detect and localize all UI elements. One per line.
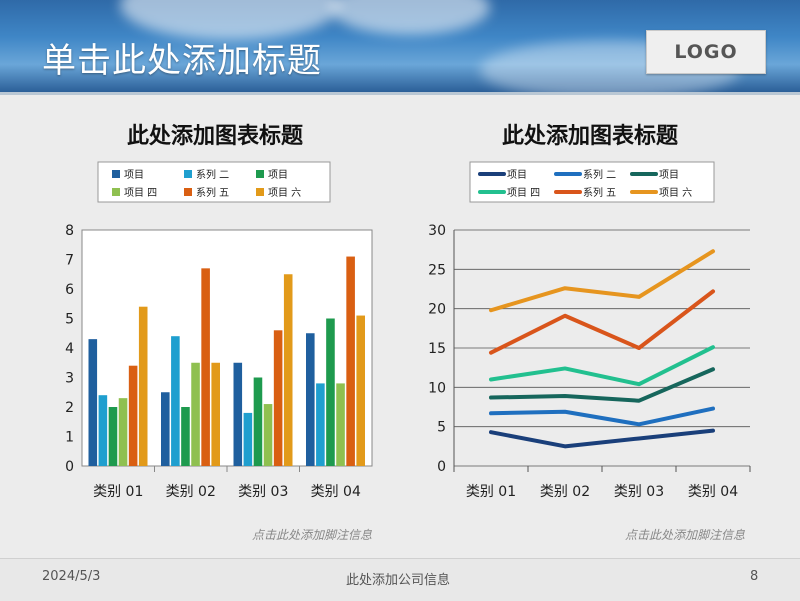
bar[interactable] — [138, 306, 148, 466]
bar-legend-swatch — [112, 188, 120, 196]
line-chart-footnote[interactable]: 点击此处添加脚注信息 — [625, 528, 746, 542]
bar-legend-swatch — [112, 170, 120, 178]
bar-legend-swatch — [184, 170, 192, 178]
bar[interactable] — [118, 398, 128, 466]
line-ytick-label: 5 — [437, 420, 446, 436]
bar-legend-swatch — [256, 170, 264, 178]
bar[interactable] — [201, 268, 210, 466]
bar-legend-label[interactable]: 项目 四 — [124, 187, 157, 199]
footer-date[interactable]: 2024/5/3 — [42, 569, 101, 584]
bar[interactable] — [336, 383, 345, 466]
logo-text: LOGO — [674, 41, 738, 63]
bar[interactable] — [253, 377, 263, 467]
line-legend-label[interactable]: 系列 五 — [583, 186, 616, 199]
line-ytick-label: 10 — [428, 380, 446, 396]
bar[interactable] — [98, 395, 108, 466]
line-series[interactable] — [489, 406, 715, 427]
bar-legend-label[interactable]: 项目 — [268, 169, 288, 181]
line-legend-label[interactable]: 项目 六 — [659, 187, 692, 199]
bar-legend-label[interactable]: 项目 — [124, 169, 144, 181]
cloud-decoration — [330, 0, 490, 35]
line-chart-title[interactable]: 此处添加图表标题 — [501, 124, 678, 149]
bar-xtick-label: 类别 04 — [311, 484, 361, 500]
bar[interactable] — [128, 365, 138, 466]
bar[interactable] — [88, 339, 98, 466]
page-number: 8 — [750, 569, 759, 584]
bar-ytick-label: 1 — [65, 430, 74, 446]
bar[interactable] — [171, 336, 180, 466]
bar-legend-label[interactable]: 项目 六 — [268, 187, 301, 199]
slide-footer: 2024/5/3 此处添加公司信息 8 — [0, 558, 800, 601]
bar[interactable] — [316, 383, 325, 466]
bar[interactable] — [161, 392, 170, 466]
bar-chart-footnote[interactable]: 点击此处添加脚注信息 — [252, 528, 373, 542]
footer-company[interactable]: 此处添加公司信息 — [346, 573, 451, 588]
bar-ytick-label: 0 — [65, 459, 74, 475]
header-divider — [0, 92, 800, 95]
line-legend-box — [469, 161, 715, 203]
bar[interactable] — [273, 330, 283, 466]
line-legend-label[interactable]: 项目 四 — [507, 187, 540, 199]
bar-xtick-label: 类别 02 — [166, 484, 216, 500]
bar-legend-swatch — [184, 188, 192, 196]
bar-ytick-label: 2 — [65, 400, 74, 416]
bar-chart-title[interactable]: 此处添加图表标题 — [126, 124, 303, 149]
line-legend-label[interactable]: 系列 二 — [583, 168, 616, 181]
logo-placeholder[interactable]: LOGO — [646, 30, 766, 74]
bar[interactable] — [243, 412, 253, 466]
bar[interactable] — [191, 362, 200, 466]
line-ytick-label: 15 — [428, 341, 446, 357]
bar-legend-box — [97, 161, 331, 203]
bar-legend-label[interactable]: 系列 五 — [196, 186, 229, 199]
bar-ytick-label: 3 — [65, 371, 74, 387]
line-xtick-label: 类别 03 — [614, 484, 664, 500]
bar[interactable] — [346, 256, 355, 466]
bar[interactable] — [283, 274, 293, 466]
bar-ytick-label: 8 — [65, 223, 74, 239]
bar-ytick-label: 4 — [65, 341, 74, 357]
line-legend-label[interactable]: 项目 — [659, 169, 679, 181]
bar-legend-label[interactable]: 系列 二 — [196, 168, 229, 181]
bar[interactable] — [211, 362, 220, 466]
line-legend-label[interactable]: 项目 — [507, 169, 527, 181]
bar[interactable] — [326, 318, 335, 467]
line-series[interactable] — [489, 367, 715, 403]
line-ytick-label: 25 — [428, 262, 446, 278]
bar-ytick-label: 6 — [65, 282, 74, 298]
line-ytick-label: 0 — [437, 459, 446, 475]
bar[interactable] — [263, 404, 273, 466]
line-xtick-label: 类别 01 — [466, 484, 516, 500]
bar-ytick-label: 5 — [65, 312, 74, 328]
line-ytick-label: 20 — [428, 302, 446, 318]
bar-xtick-label: 类别 03 — [238, 484, 288, 500]
bar-xtick-label: 类别 01 — [93, 484, 143, 500]
bar[interactable] — [108, 407, 118, 466]
line-xtick-label: 类别 04 — [688, 484, 738, 500]
line-series[interactable] — [489, 289, 715, 355]
line-series[interactable] — [489, 249, 715, 313]
line-ytick-label: 30 — [428, 223, 446, 239]
bar-legend-swatch — [256, 188, 264, 196]
line-xtick-label: 类别 02 — [540, 484, 590, 500]
bar[interactable] — [306, 333, 315, 466]
bar[interactable] — [233, 362, 243, 466]
line-series[interactable] — [489, 345, 715, 387]
bar[interactable] — [356, 315, 365, 466]
line-series[interactable] — [489, 428, 715, 449]
slide-title[interactable]: 单击此处添加标题 — [42, 41, 322, 81]
bar-ytick-label: 7 — [65, 253, 74, 269]
bar[interactable] — [181, 407, 190, 466]
slide-header: 单击此处添加标题 LOGO — [0, 0, 800, 92]
